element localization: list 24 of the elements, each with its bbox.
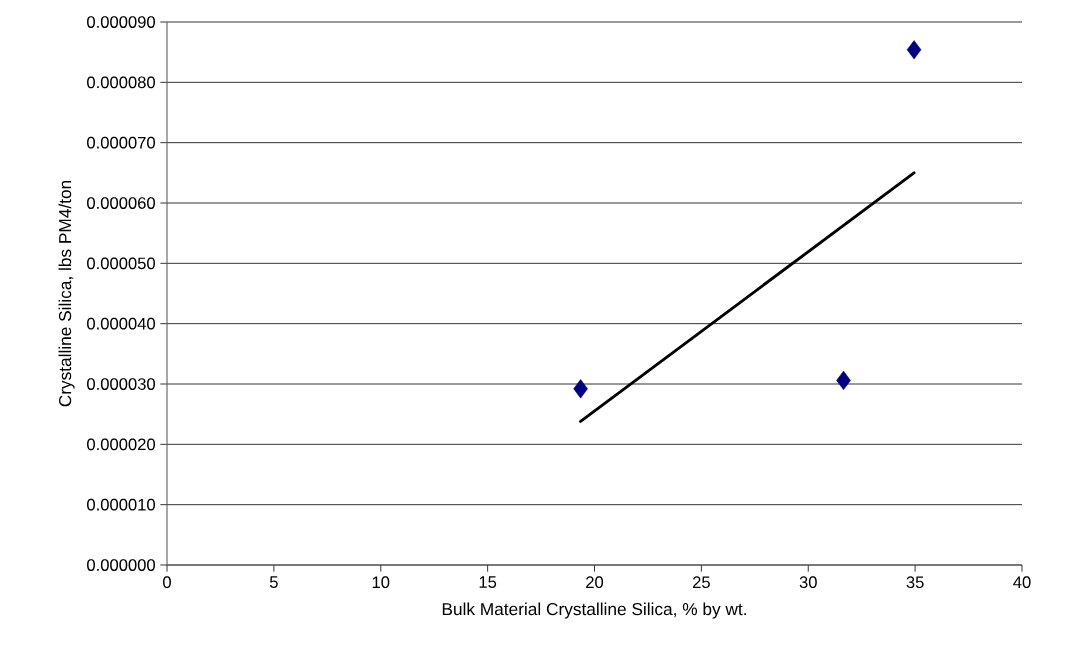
x-axis-title: Bulk Material Crystalline Silica, % by wt.	[442, 602, 746, 619]
x-tick-label: 20	[586, 576, 604, 589]
y-tick-label: 0.000050	[87, 257, 155, 270]
x-tick-label: 40	[1013, 576, 1031, 589]
y-tick-label: 0.000070	[87, 136, 155, 149]
y-tick-label: 0.000090	[87, 16, 155, 28]
point	[906, 40, 922, 60]
y-axis-title: Crystalline Silica, lbs PM4/ton	[58, 180, 75, 407]
y-tick-label: 0.000010	[87, 498, 155, 511]
y-tick-label: 0.000030	[87, 378, 155, 390]
y-tick-label: 0.000020	[87, 438, 155, 451]
x-tick-label: 0	[163, 576, 171, 589]
y-tick-label: 0.000000	[87, 559, 155, 571]
x-tick-label: 15	[479, 576, 497, 588]
point	[836, 370, 851, 390]
x-tick-label: 25	[692, 576, 710, 589]
x-tick-label: 10	[372, 576, 390, 589]
y-tick-label: 0.000060	[87, 197, 155, 209]
x-tick-label: 35	[906, 576, 924, 589]
x-tick-label: 30	[799, 576, 817, 589]
y-tick-label: 0.000080	[87, 76, 155, 89]
x-tick-label: 5	[269, 576, 278, 588]
y-tick-label: 0.000040	[87, 317, 155, 330]
point	[573, 379, 588, 399]
